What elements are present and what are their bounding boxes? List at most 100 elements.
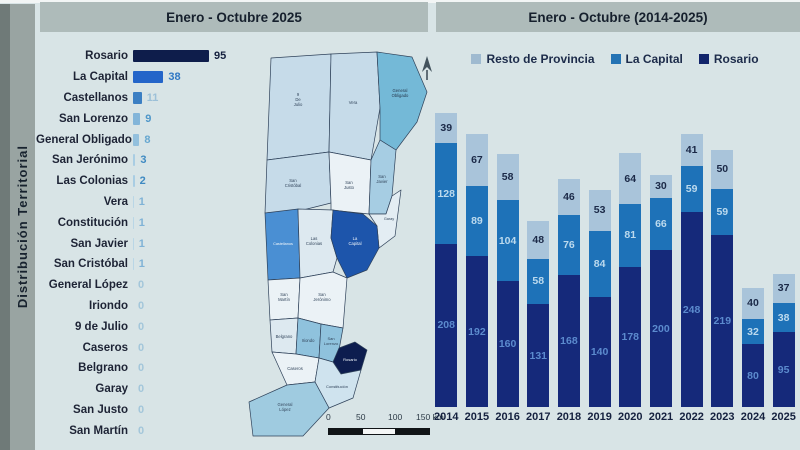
dept-value: 8 [144,133,151,146]
dept-label: Las Colonias [56,175,128,188]
segment-rosario: 200 [649,250,672,407]
year-slot: 40 32 80 2024 [740,287,766,425]
scale-labels: 0 50 100 150 km [326,412,444,424]
map-region-label: Caseros [287,366,303,371]
right-panel-title: Enero - Octubre (2014-2025) [528,9,708,25]
segment-rosario: 248 [680,212,703,407]
province-map: 9 De Julio Vera General Obligado San Cristóbal S… [243,48,435,438]
map-region-san-cristobal [264,151,332,214]
dept-row: San Martín 0 [36,420,241,441]
segment-rosario: 80 [741,344,764,407]
year-label: 2025 [771,411,796,423]
dept-row: General Obligado 8 [36,129,241,150]
dept-bar [133,50,209,63]
dept-value: 1 [138,258,145,271]
segment-la-capital: 84 [588,231,611,298]
year-label: 2024 [740,411,766,423]
dept-bar [133,258,134,271]
dept-bar [133,154,136,167]
year-slot: 39 128 208 2014 [434,112,459,425]
stacked-bar: 67 89 192 [465,133,488,407]
top-margin [0,0,800,3]
year-slot: 30 66 200 2021 [649,174,673,425]
dept-label: General Obligado [36,133,132,146]
year-slot: 37 38 95 2025 [771,273,796,425]
segment-resto-de-provincia: 67 [465,133,488,187]
dept-label: Garay [95,383,128,396]
segment-resto-de-provincia: 58 [496,154,519,200]
dept-value: 1 [138,195,145,208]
legend-label: Rosario [713,52,759,66]
dept-row: Caseros 0 [36,337,241,358]
map-region-label: General López [278,402,293,412]
dept-label: San Jerónimo [51,154,128,167]
segment-rosario: 219 [711,235,734,407]
segment-rosario: 95 [772,332,795,407]
stacked-bar: 48 58 131 [527,220,550,407]
dept-label: Constitución [57,216,128,229]
segment-la-capital: 66 [649,198,672,250]
year-slot: 48 58 131 2017 [526,220,551,425]
segment-rosario: 178 [619,267,642,407]
dept-value: 0 [138,341,145,354]
map-region-constitucion [314,357,362,409]
scale-seg-black [328,428,362,435]
segment-la-capital: 32 [741,319,764,345]
dept-value: 1 [138,237,145,250]
map-region-label: San Justo [344,180,355,190]
dept-row: Garay 0 [36,379,241,400]
dept-label: Caseros [82,341,128,354]
stacked-bar: 58 104 160 [496,154,519,407]
dept-bar [133,216,134,229]
map-region-label: Rosario [343,357,358,362]
stacked-bar: 46 76 168 [557,179,580,407]
dept-label: La Capital [73,71,128,84]
dept-value: 0 [138,320,145,333]
stacked-bar: 53 84 140 [588,189,611,407]
map-region-label: La Capital [348,236,361,246]
dept-value: 0 [138,424,145,437]
map-region-label: Garay [384,217,394,221]
dept-label: Rosario [85,50,128,63]
segment-resto-de-provincia: 41 [680,133,703,167]
year-label: 2023 [710,411,735,423]
year-slot: 53 84 140 2019 [587,189,612,425]
year-label: 2016 [495,411,520,423]
dept-value: 3 [140,154,147,167]
stacked-bar: 39 128 208 [435,112,458,407]
scale-label: 150 km [416,412,444,422]
legend-swatch-icon [471,54,482,64]
map-region-general-obligado [376,51,428,151]
dept-label: San Lorenzo [58,112,128,125]
legend-label: La Capital [625,52,683,66]
segment-resto-de-provincia: 39 [435,112,458,144]
map-region-label: Belgrano [276,334,293,339]
year-slot: 50 59 219 2023 [710,149,735,425]
map-region-label: Iriondo [302,338,315,343]
legend-swatch-icon [610,54,621,64]
dept-value: 0 [138,403,145,416]
map-region-la-capital [330,209,380,279]
dept-row: Iriondo 0 [36,296,241,317]
dept-row: San Lorenzo 9 [36,108,241,129]
map-region-label: San Javier [376,174,388,184]
dept-value: 0 [138,383,145,396]
year-label: 2019 [587,411,612,423]
scale-label: 50 [356,412,366,422]
year-label: 2022 [679,411,704,423]
dept-value: 38 [168,71,181,84]
segment-la-capital: 38 [772,302,795,333]
dept-row: Vera 1 [36,192,241,213]
dept-label: San Martín [69,424,128,437]
legend-swatch-icon [698,54,709,64]
scale-seg-black [396,428,430,435]
sidebar-title: Distribución Territorial [15,145,30,309]
dept-row: Castellanos 11 [36,88,241,109]
dept-label: Castellanos [63,91,128,104]
dept-row: Rosario 95 [36,46,241,67]
left-panel-title: Enero - Octubre 2025 [166,9,302,25]
segment-resto-de-provincia: 64 [619,153,642,204]
segment-rosario: 160 [496,281,519,407]
year-label: 2014 [434,411,459,423]
dept-row: Las Colonias 2 [36,171,241,192]
